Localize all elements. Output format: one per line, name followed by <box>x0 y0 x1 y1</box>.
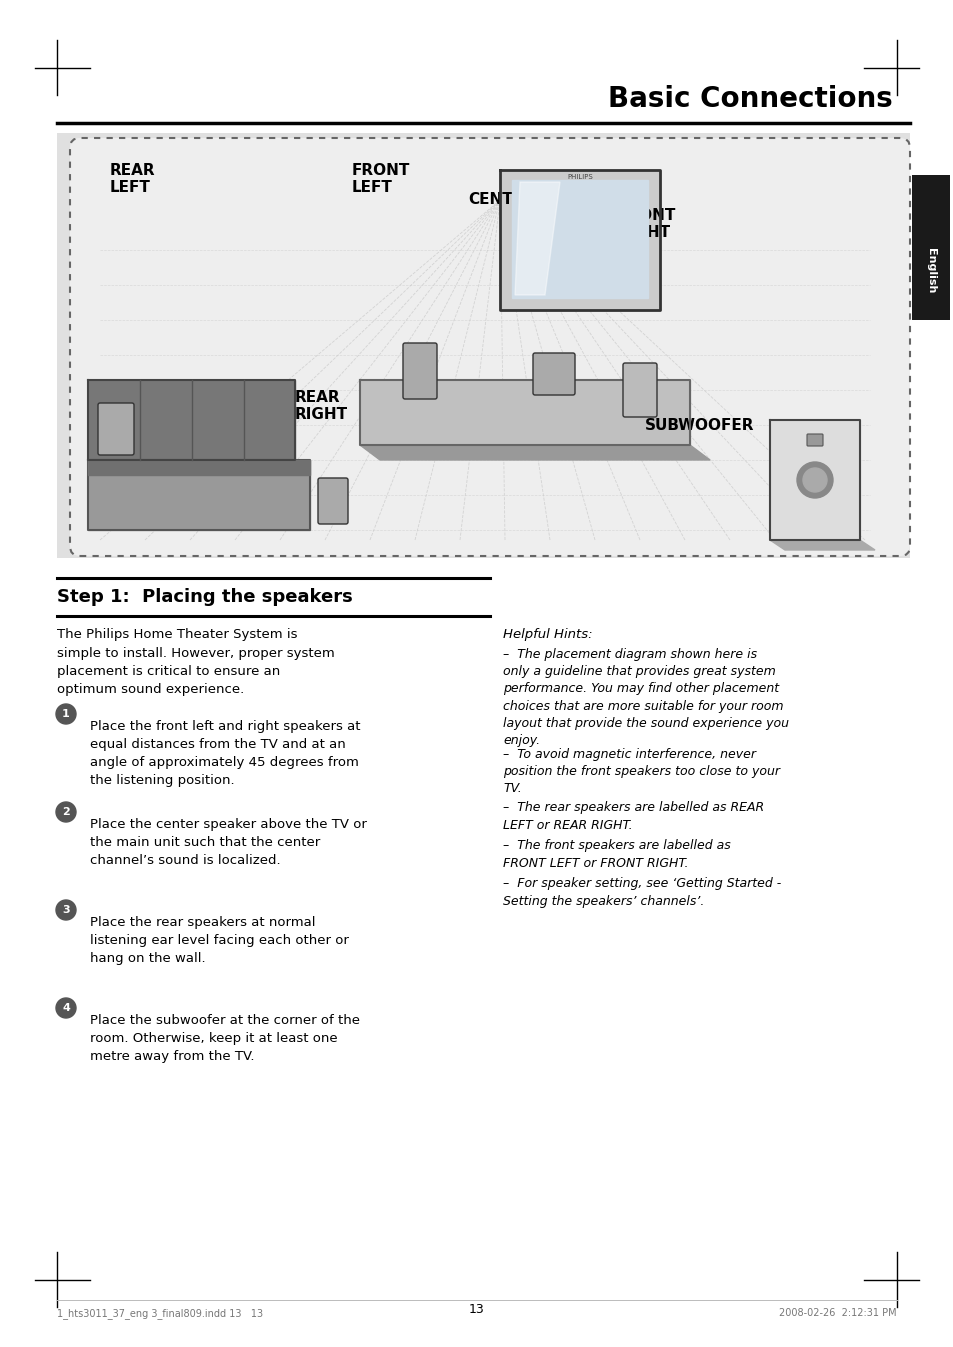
FancyBboxPatch shape <box>317 478 348 524</box>
Polygon shape <box>512 180 647 298</box>
Polygon shape <box>515 182 559 295</box>
Polygon shape <box>769 420 859 540</box>
Text: PHILIPS: PHILIPS <box>566 174 592 180</box>
Polygon shape <box>499 170 659 310</box>
Text: –  The rear speakers are labelled as REAR
LEFT or REAR RIGHT.: – The rear speakers are labelled as REAR… <box>502 801 763 831</box>
FancyBboxPatch shape <box>98 403 133 455</box>
Text: –  The front speakers are labelled as
FRONT LEFT or FRONT RIGHT.: – The front speakers are labelled as FRO… <box>502 839 730 870</box>
Text: REAR
RIGHT: REAR RIGHT <box>294 391 348 423</box>
Text: Place the front left and right speakers at
equal distances from the TV and at an: Place the front left and right speakers … <box>90 721 360 787</box>
Polygon shape <box>88 459 310 475</box>
Polygon shape <box>769 540 874 550</box>
Text: 2: 2 <box>62 807 70 818</box>
Text: Place the subwoofer at the corner of the
room. Otherwise, keep it at least one
m: Place the subwoofer at the corner of the… <box>90 1014 359 1063</box>
FancyBboxPatch shape <box>533 353 575 395</box>
Text: REAR
LEFT: REAR LEFT <box>110 163 155 195</box>
Polygon shape <box>88 380 294 459</box>
Polygon shape <box>88 459 310 529</box>
Text: 13: 13 <box>469 1303 484 1316</box>
Polygon shape <box>88 459 310 473</box>
Circle shape <box>796 462 832 498</box>
FancyBboxPatch shape <box>622 362 657 418</box>
Polygon shape <box>359 445 709 459</box>
Circle shape <box>56 998 76 1018</box>
Text: Place the rear speakers at normal
listening ear level facing each other or
hang : Place the rear speakers at normal listen… <box>90 916 349 964</box>
Text: 2008-02-26  2:12:31 PM: 2008-02-26 2:12:31 PM <box>779 1308 896 1317</box>
FancyBboxPatch shape <box>911 175 949 321</box>
Text: FRONT
RIGHT: FRONT RIGHT <box>618 207 676 240</box>
FancyBboxPatch shape <box>57 133 909 558</box>
FancyBboxPatch shape <box>70 137 909 556</box>
Circle shape <box>802 467 826 492</box>
Text: 1: 1 <box>62 709 70 719</box>
Text: 3: 3 <box>62 905 70 915</box>
Text: –  To avoid magnetic interference, never
position the front speakers too close t: – To avoid magnetic interference, never … <box>502 748 780 795</box>
FancyBboxPatch shape <box>806 434 822 446</box>
Text: English: English <box>925 248 935 294</box>
Text: 1_hts3011_37_eng 3_final809.indd 13   13: 1_hts3011_37_eng 3_final809.indd 13 13 <box>57 1308 263 1319</box>
FancyBboxPatch shape <box>402 343 436 399</box>
Text: FRONT
LEFT: FRONT LEFT <box>352 163 410 195</box>
Text: Helpful Hints:: Helpful Hints: <box>502 628 592 641</box>
Text: 4: 4 <box>62 1004 70 1013</box>
Text: Place the center speaker above the TV or
the main unit such that the center
chan: Place the center speaker above the TV or… <box>90 818 367 867</box>
Text: Basic Connections: Basic Connections <box>608 85 892 113</box>
Text: CENTER: CENTER <box>468 193 535 207</box>
Text: –  For speaker setting, see ‘Getting Started -
Setting the speakers’ channels’.: – For speaker setting, see ‘Getting Star… <box>502 877 781 908</box>
Text: –  The placement diagram shown here is
only a guideline that provides great syst: – The placement diagram shown here is on… <box>502 648 788 748</box>
Text: SUBWOOFER: SUBWOOFER <box>644 418 754 432</box>
Circle shape <box>56 900 76 920</box>
Circle shape <box>56 801 76 822</box>
Circle shape <box>56 704 76 723</box>
Text: The Philips Home Theater System is
simple to install. However, proper system
pla: The Philips Home Theater System is simpl… <box>57 628 335 696</box>
Polygon shape <box>359 380 689 445</box>
Text: Step 1:  Placing the speakers: Step 1: Placing the speakers <box>57 589 353 606</box>
